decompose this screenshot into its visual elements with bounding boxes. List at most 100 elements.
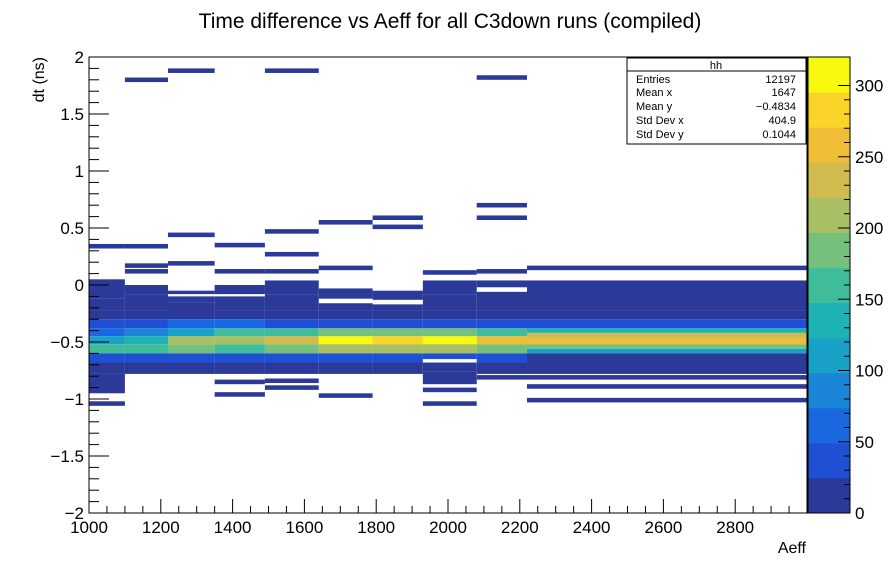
heatmap-cell — [89, 336, 125, 345]
heatmap-cell — [89, 279, 125, 299]
stats-value-entries: 12197 — [765, 74, 796, 86]
heatmap-cell — [318, 362, 373, 374]
heatmap-cell — [476, 344, 527, 354]
heatmap-cell — [526, 310, 807, 320]
y-tick-label: −2 — [65, 504, 84, 523]
heatmap-cell — [476, 362, 527, 374]
heatmap-cell — [476, 75, 527, 80]
colorbar-swatch — [808, 477, 850, 514]
stats-box-title: hh — [710, 60, 722, 72]
heatmap-cell — [372, 224, 423, 230]
heatmap-cell — [526, 328, 807, 333]
heatmap-cell — [318, 328, 373, 337]
heatmap-cell — [124, 319, 168, 329]
stats-value-mean-y: −0.4834 — [756, 101, 796, 113]
heatmap-cell — [264, 229, 319, 234]
heatmap-cell — [318, 353, 373, 363]
heatmap-cell — [264, 68, 319, 73]
x-tick-label: 2600 — [644, 518, 682, 537]
heatmap-cell — [214, 310, 265, 320]
heatmap-cell — [89, 373, 125, 394]
heatmap-cell — [422, 328, 477, 337]
axes: 1000 1200 1400 1600 1800 2000 2200 2400 2600 2800… — [50, 48, 790, 537]
x-axis-title: Aeff — [778, 540, 807, 557]
colorbar-tick-label: 100 — [855, 362, 883, 381]
heatmap-cell — [167, 261, 215, 266]
colorbar-swatch — [808, 442, 850, 479]
heatmap-cell — [526, 397, 807, 403]
x-tick-label: 1800 — [357, 518, 395, 537]
heatmap-cell — [167, 336, 215, 345]
stats-value-mean-x: 1647 — [772, 87, 796, 99]
heatmap-cell — [526, 375, 807, 380]
heatmap-cell — [372, 344, 423, 354]
heatmap-cell — [422, 270, 477, 275]
heatmap-cell — [422, 344, 477, 354]
x-tick-label: 1400 — [214, 518, 252, 537]
colorbar-tick-label: 200 — [855, 219, 883, 238]
colorbar-tick-label: 300 — [855, 77, 883, 96]
color-scale-bar: 0 50 100 150 200 250 300 — [807, 56, 883, 523]
y-tick-label: 1 — [75, 162, 84, 181]
heatmap-cell — [124, 285, 168, 295]
heatmap-cell — [214, 344, 265, 354]
heatmap-cell — [264, 336, 319, 345]
heatmap-cell — [476, 319, 527, 329]
heatmap-cell — [214, 353, 265, 363]
heatmap-cell — [422, 336, 477, 345]
heatmap-cell — [167, 68, 215, 73]
heatmap-cell — [89, 328, 125, 337]
heatmap-cell — [526, 265, 807, 271]
colorbar-swatch — [808, 162, 850, 198]
heatmap-cell — [526, 332, 807, 339]
heatmap-cell — [214, 392, 265, 397]
colorbar-tick-label: 0 — [855, 504, 864, 523]
stats-value-std-dev-y: 0.1044 — [762, 129, 796, 141]
heatmap-cell — [167, 362, 215, 374]
heatmap-cell — [89, 298, 125, 311]
heatmap-cell — [89, 401, 125, 406]
heatmap-cell — [264, 362, 319, 374]
heatmap-cell — [124, 328, 168, 337]
heatmap-cells — [89, 68, 807, 406]
heatmap-cell — [422, 310, 477, 320]
heatmap-cell — [124, 269, 168, 274]
y-tick-label: 1.5 — [60, 105, 84, 124]
heatmap-cell — [89, 362, 125, 374]
heatmap-cell — [476, 291, 527, 311]
heatmap-cell — [89, 344, 125, 354]
heatmap-cell — [372, 290, 423, 300]
colorbar-swatch — [808, 337, 850, 374]
stats-box: hh Entries 12197 Mean x 1647 Mean y −0.4… — [626, 57, 807, 145]
heatmap-cell — [264, 269, 319, 274]
heatmap-cell — [372, 319, 423, 329]
heatmap-cell — [264, 251, 319, 257]
heatmap-cell — [214, 379, 265, 385]
colorbar-swatch — [808, 302, 850, 339]
colorbar-swatch — [808, 57, 850, 93]
stats-label-mean-x: Mean x — [636, 87, 673, 99]
x-tick-label: 1200 — [142, 518, 180, 537]
heatmap-cell — [526, 384, 807, 389]
colorbar-tick-label: 150 — [855, 290, 883, 309]
heatmap-cell — [167, 353, 215, 363]
heatmap-cell — [264, 385, 319, 390]
heatmap-cell — [476, 353, 527, 363]
heatmap-cell — [214, 319, 265, 329]
heatmap-cell — [167, 344, 215, 354]
stats-label-std-dev-x: Std Dev x — [636, 115, 684, 127]
x-tick-label: 1600 — [285, 518, 323, 537]
heatmap-cell — [214, 328, 265, 337]
stats-label-entries: Entries — [636, 74, 671, 86]
heatmap-cell — [124, 353, 168, 363]
heatmap-cell — [124, 310, 168, 320]
x-tick-label: 2000 — [429, 518, 467, 537]
heatmap-cell — [264, 353, 319, 363]
heatmap-cell — [372, 328, 423, 337]
heatmap-cell — [167, 328, 215, 337]
heatmap-cell — [372, 336, 423, 345]
heatmap-cell — [89, 353, 125, 363]
heatmap-cell — [422, 371, 477, 385]
heatmap-cell — [264, 344, 319, 354]
heatmap-cell — [124, 77, 168, 83]
